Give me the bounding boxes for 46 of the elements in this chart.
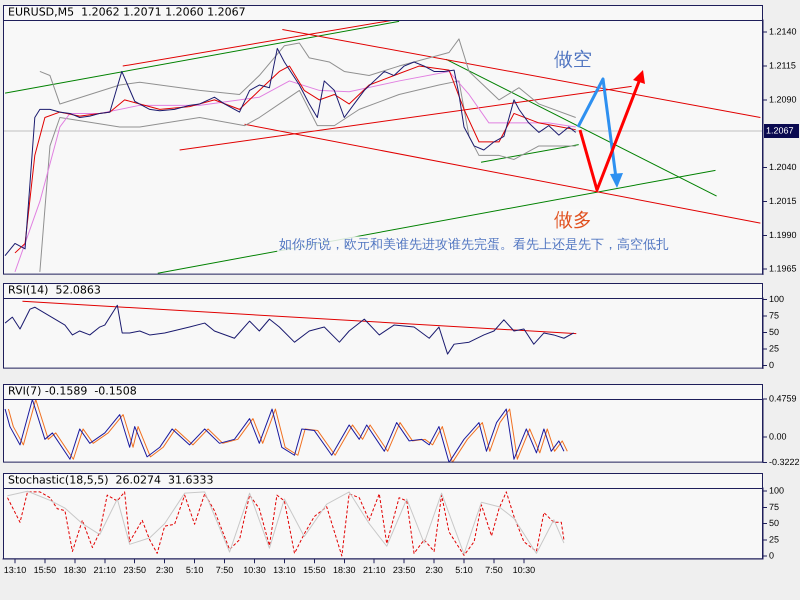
y-tick-label: 1.2040	[769, 162, 797, 172]
x-tick-label: 2:30	[425, 565, 443, 576]
x-tick-label: 21:10	[94, 565, 116, 576]
y-tick-label: 1.2140	[769, 26, 797, 37]
x-tick-label: 15:50	[34, 565, 56, 576]
y-tick-label: 0	[769, 550, 774, 560]
chart-title: Stochastic(18,5,5) 26.0274 31.6333	[8, 473, 214, 486]
y-tick-label: 25	[769, 534, 780, 544]
y-tick-label: 0.4759	[769, 393, 797, 404]
x-tick-label: 18:30	[333, 565, 356, 576]
y-tick-label: -0.3222	[769, 457, 800, 468]
annotation: 做空	[554, 48, 592, 71]
x-tick-label: 13:10	[4, 565, 26, 576]
chart-title: RSI(14) 52.0863	[8, 283, 101, 296]
y-tick-label: 0	[769, 360, 774, 370]
y-tick-label: 100	[769, 486, 784, 496]
y-tick-label: 100	[769, 294, 784, 304]
y-tick-label: 50	[769, 518, 780, 528]
y-tick-label: 1.1965	[769, 264, 797, 274]
y-tick-label: 75	[769, 310, 780, 320]
y-tick-label: 1.2015	[769, 196, 797, 206]
y-tick-label: 1.2090	[769, 94, 797, 104]
x-tick-label: 21:10	[362, 565, 386, 576]
x-tick-label: 10:30	[512, 565, 536, 576]
annotation: 做多	[554, 209, 592, 232]
x-tick-label: 7:50	[485, 565, 503, 576]
x-tick-label: 10:30	[243, 565, 266, 576]
ref-line-label: 1.2067	[766, 126, 794, 136]
x-tick-label: 2:30	[156, 565, 174, 576]
x-tick-label: 7:50	[216, 565, 234, 576]
x-tick-label: 18:30	[64, 565, 86, 576]
x-tick-label: 5:10	[186, 565, 204, 576]
x-tick-label: 5:10	[455, 565, 473, 576]
y-tick-label: 0.00	[769, 431, 787, 442]
annotation: 如你所说，欧元和美谁先进攻谁先完蛋。看先上还是先下，高空低扎	[279, 236, 670, 253]
y-tick-label: 75	[769, 502, 780, 512]
y-tick-label: 50	[769, 326, 780, 337]
x-tick-label: 23:50	[392, 565, 416, 576]
x-tick-label: 13:10	[273, 565, 296, 576]
chart-title: RVI(7) -0.1589 -0.1508	[8, 384, 137, 398]
y-tick-label: 1.1990	[769, 230, 797, 240]
x-tick-label: 23:50	[123, 565, 146, 576]
chart-title: EURUSD,M5 1.2062 1.2071 1.2060 1.2067	[8, 5, 246, 18]
x-tick-label: 15:50	[303, 565, 326, 576]
y-tick-label: 1.2115	[769, 60, 796, 71]
y-tick-label: 25	[769, 343, 780, 354]
